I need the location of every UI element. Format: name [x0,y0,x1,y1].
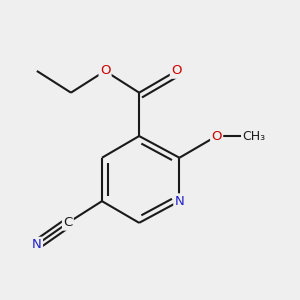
Text: O: O [171,64,181,77]
Text: CH₃: CH₃ [242,130,266,142]
Text: N: N [32,238,42,251]
Text: O: O [100,64,110,77]
Text: N: N [175,195,184,208]
Text: O: O [212,130,222,142]
Text: C: C [63,216,73,229]
